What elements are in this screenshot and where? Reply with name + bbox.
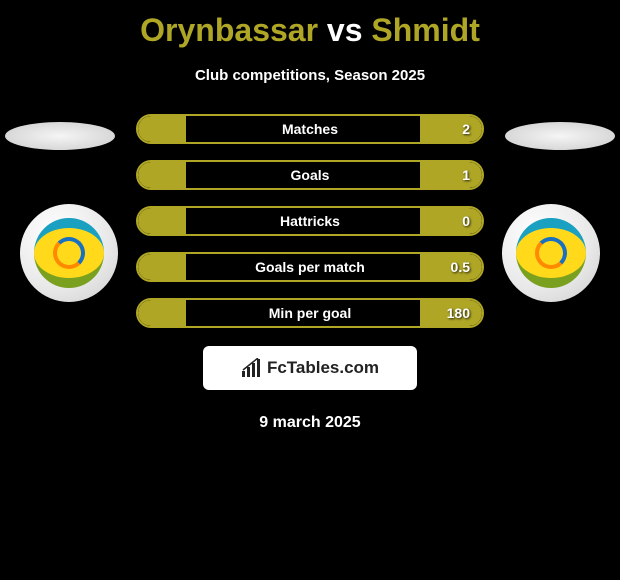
player2-avatar-placeholder	[505, 122, 615, 150]
stat-value-right: 0	[462, 213, 470, 229]
stat-label: Min per goal	[269, 305, 351, 321]
fctables-logo: FcTables.com	[203, 346, 417, 390]
player1-name: Orynbassar	[140, 12, 318, 48]
stat-label: Hattricks	[280, 213, 340, 229]
stat-bar-left	[138, 208, 186, 234]
vs-text: vs	[327, 12, 363, 48]
stat-value-right: 0.5	[451, 259, 470, 275]
logo-text: FcTables.com	[267, 358, 379, 378]
stat-value-right: 180	[447, 305, 470, 321]
stat-row: Goals per match 0.5	[136, 252, 484, 282]
subtitle: Club competitions, Season 2025	[0, 67, 620, 84]
stat-bar-right	[420, 208, 482, 234]
player2-team-badge	[502, 204, 600, 302]
player1-team-badge	[20, 204, 118, 302]
stat-bar-left	[138, 254, 186, 280]
chart-icon	[241, 358, 261, 378]
stat-row: Hattricks 0	[136, 206, 484, 236]
stat-bar-right	[420, 162, 482, 188]
stat-rows: Matches 2 Goals 1 Hattricks 0 Goals per …	[136, 114, 484, 328]
date: 9 march 2025	[0, 414, 620, 432]
stat-bar-left	[138, 116, 186, 142]
stat-bar-left	[138, 300, 186, 326]
stat-bar-left	[138, 162, 186, 188]
stats-area: Matches 2 Goals 1 Hattricks 0 Goals per …	[0, 114, 620, 328]
team-logo-icon	[34, 218, 104, 288]
comparison-title: Orynbassar vs Shmidt	[0, 0, 620, 49]
player2-name: Shmidt	[371, 12, 479, 48]
stat-bar-right	[420, 116, 482, 142]
stat-label: Goals per match	[255, 259, 365, 275]
stat-row: Matches 2	[136, 114, 484, 144]
player1-avatar-placeholder	[5, 122, 115, 150]
stat-label: Goals	[291, 167, 330, 183]
team-logo-icon	[516, 218, 586, 288]
stat-row: Min per goal 180	[136, 298, 484, 328]
stat-row: Goals 1	[136, 160, 484, 190]
stat-value-right: 2	[462, 121, 470, 137]
stat-label: Matches	[282, 121, 338, 137]
stat-value-right: 1	[462, 167, 470, 183]
